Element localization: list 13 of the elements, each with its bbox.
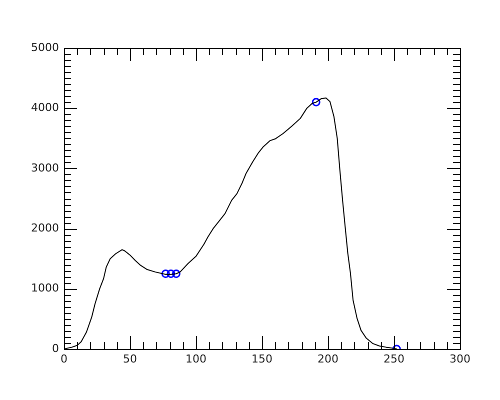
x-tick-label: 0: [60, 352, 68, 366]
x-tick-label: 150: [252, 352, 272, 366]
x-tick-label: 50: [123, 352, 137, 366]
y-tick-label: 5000: [31, 40, 59, 54]
y-tick-label: 2000: [31, 221, 59, 234]
y-tick-label: 1000: [31, 282, 59, 295]
x-tick-label: 100: [186, 352, 206, 366]
y-tick-label: 3000: [31, 161, 59, 174]
y-tick-label: 4000: [31, 101, 59, 114]
x-tick-label: 200: [318, 352, 338, 366]
x-tick-label: 300: [450, 352, 470, 366]
y-tick-label: 0: [52, 342, 59, 355]
x-tick-label: 250: [384, 352, 404, 366]
